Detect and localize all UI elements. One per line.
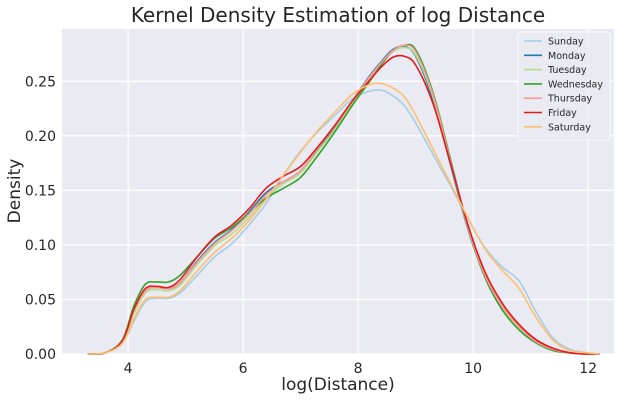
x-tick-label: 4 [124,361,133,377]
legend-label-sunday: Sunday [548,37,584,48]
x-tick-label: 12 [579,361,597,377]
y-tick-label: 0.15 [25,183,56,199]
y-tick-label: 0.00 [25,347,56,363]
kde-curves [87,43,600,356]
y-tick-label: 0.20 [25,129,56,145]
y-axis-ticks: 0.00 0.05 0.10 0.15 0.20 0.25 [25,74,56,363]
y-axis-label: Density [5,159,25,224]
legend: Sunday Monday Tuesday Wednesday Thursday Frid… [517,31,611,141]
series-line-tuesday [87,46,600,355]
y-tick-label: 0.10 [25,238,56,254]
x-tick-label: 6 [239,361,248,377]
legend-label-tuesday: Tuesday [547,65,587,76]
legend-label-saturday: Saturday [548,122,591,133]
series-line-sunday [87,88,600,355]
x-tick-label: 8 [354,361,363,377]
series-line-saturday [87,82,600,355]
y-tick-label: 0.05 [25,292,56,308]
y-tick-label: 0.25 [25,74,56,90]
chart-title: Kernel Density Estimation of log Distanc… [131,3,545,27]
x-axis-label: log(Distance) [281,375,395,395]
legend-label-monday: Monday [548,51,586,62]
legend-label-friday: Friday [548,108,577,119]
legend-label-thursday: Thursday [547,94,593,105]
series-line-friday [87,54,600,356]
x-tick-label: 10 [464,361,482,377]
x-axis-ticks: 4 6 8 10 12 [124,361,597,377]
legend-label-wednesday: Wednesday [548,79,603,90]
series-line-wednesday [87,43,600,356]
